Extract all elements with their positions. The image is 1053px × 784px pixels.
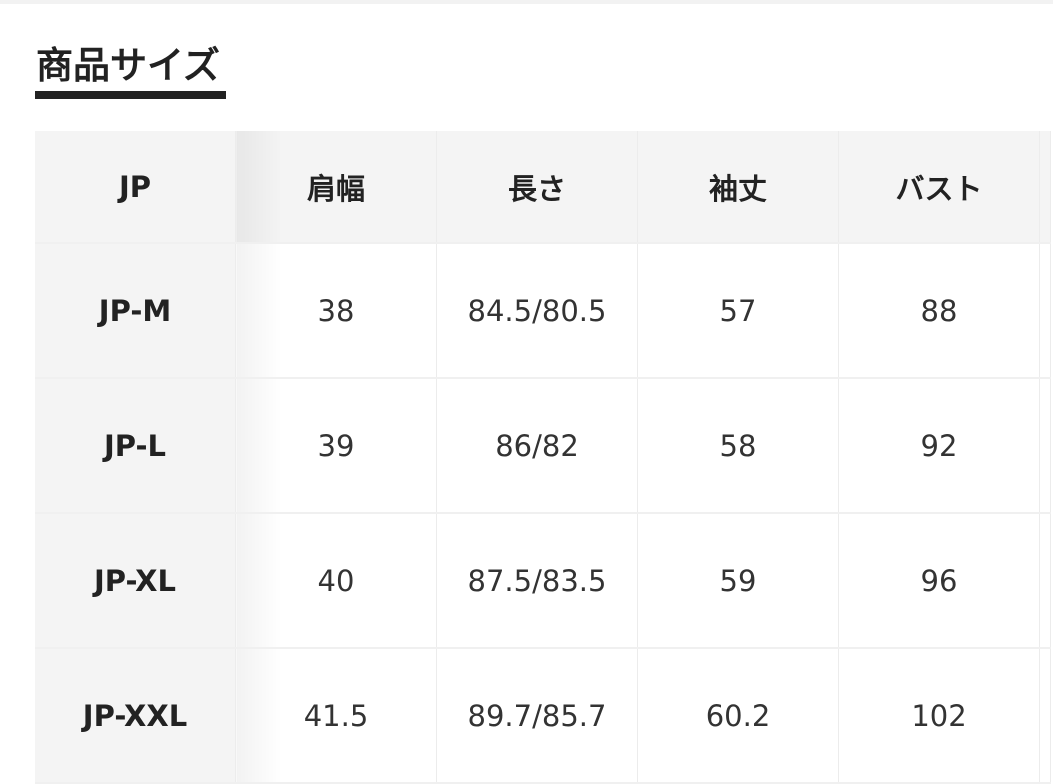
cell-shoulder: 39 bbox=[235, 378, 437, 514]
header-sleeve: 袖丈 bbox=[637, 131, 839, 244]
cell-bust: 102 bbox=[838, 648, 1040, 784]
header-length: 長さ bbox=[436, 131, 638, 244]
section-title: 商品サイズ bbox=[36, 44, 220, 87]
size-table-container[interactable]: JP 肩幅 長さ 袖丈 バスト JP-M 38 84.5/80.5 57 88 JP-L 3… bbox=[35, 131, 1051, 784]
table-row: JP-M 38 84.5/80.5 57 88 bbox=[35, 243, 1051, 379]
cell-sleeve: 60.2 bbox=[637, 648, 839, 784]
cell-shoulder: 41.5 bbox=[235, 648, 437, 784]
top-divider bbox=[0, 0, 1053, 4]
header-bust: バスト bbox=[838, 131, 1040, 244]
table-header-row: JP 肩幅 長さ 袖丈 バスト bbox=[35, 131, 1051, 244]
cell-size: JP-XL bbox=[35, 513, 236, 649]
cell-sleeve: 58 bbox=[637, 378, 839, 514]
header-jp: JP bbox=[35, 131, 236, 244]
cell-sleeve: 57 bbox=[637, 243, 839, 379]
cell-length: 87.5/83.5 bbox=[436, 513, 638, 649]
size-table: JP 肩幅 長さ 袖丈 バスト JP-M 38 84.5/80.5 57 88 JP-L 3… bbox=[35, 131, 1051, 784]
table-row: JP-XL 40 87.5/83.5 59 96 bbox=[35, 513, 1051, 649]
cell-size: JP-M bbox=[35, 243, 236, 379]
table-row: JP-XXL 41.5 89.7/85.7 60.2 102 bbox=[35, 648, 1051, 784]
cell-overflow bbox=[1039, 378, 1051, 514]
title-underline bbox=[35, 91, 226, 99]
cell-bust: 92 bbox=[838, 378, 1040, 514]
cell-size: JP-XXL bbox=[35, 648, 236, 784]
header-overflow bbox=[1039, 131, 1051, 244]
cell-length: 89.7/85.7 bbox=[436, 648, 638, 784]
cell-bust: 96 bbox=[838, 513, 1040, 649]
cell-sleeve: 59 bbox=[637, 513, 839, 649]
cell-shoulder: 40 bbox=[235, 513, 437, 649]
cell-overflow bbox=[1039, 243, 1051, 379]
cell-shoulder: 38 bbox=[235, 243, 437, 379]
cell-bust: 88 bbox=[838, 243, 1040, 379]
cell-length: 84.5/80.5 bbox=[436, 243, 638, 379]
cell-size: JP-L bbox=[35, 378, 236, 514]
cell-overflow bbox=[1039, 513, 1051, 649]
table-row: JP-L 39 86/82 58 92 bbox=[35, 378, 1051, 514]
header-shoulder: 肩幅 bbox=[235, 131, 437, 244]
cell-length: 86/82 bbox=[436, 378, 638, 514]
cell-overflow bbox=[1039, 648, 1051, 784]
